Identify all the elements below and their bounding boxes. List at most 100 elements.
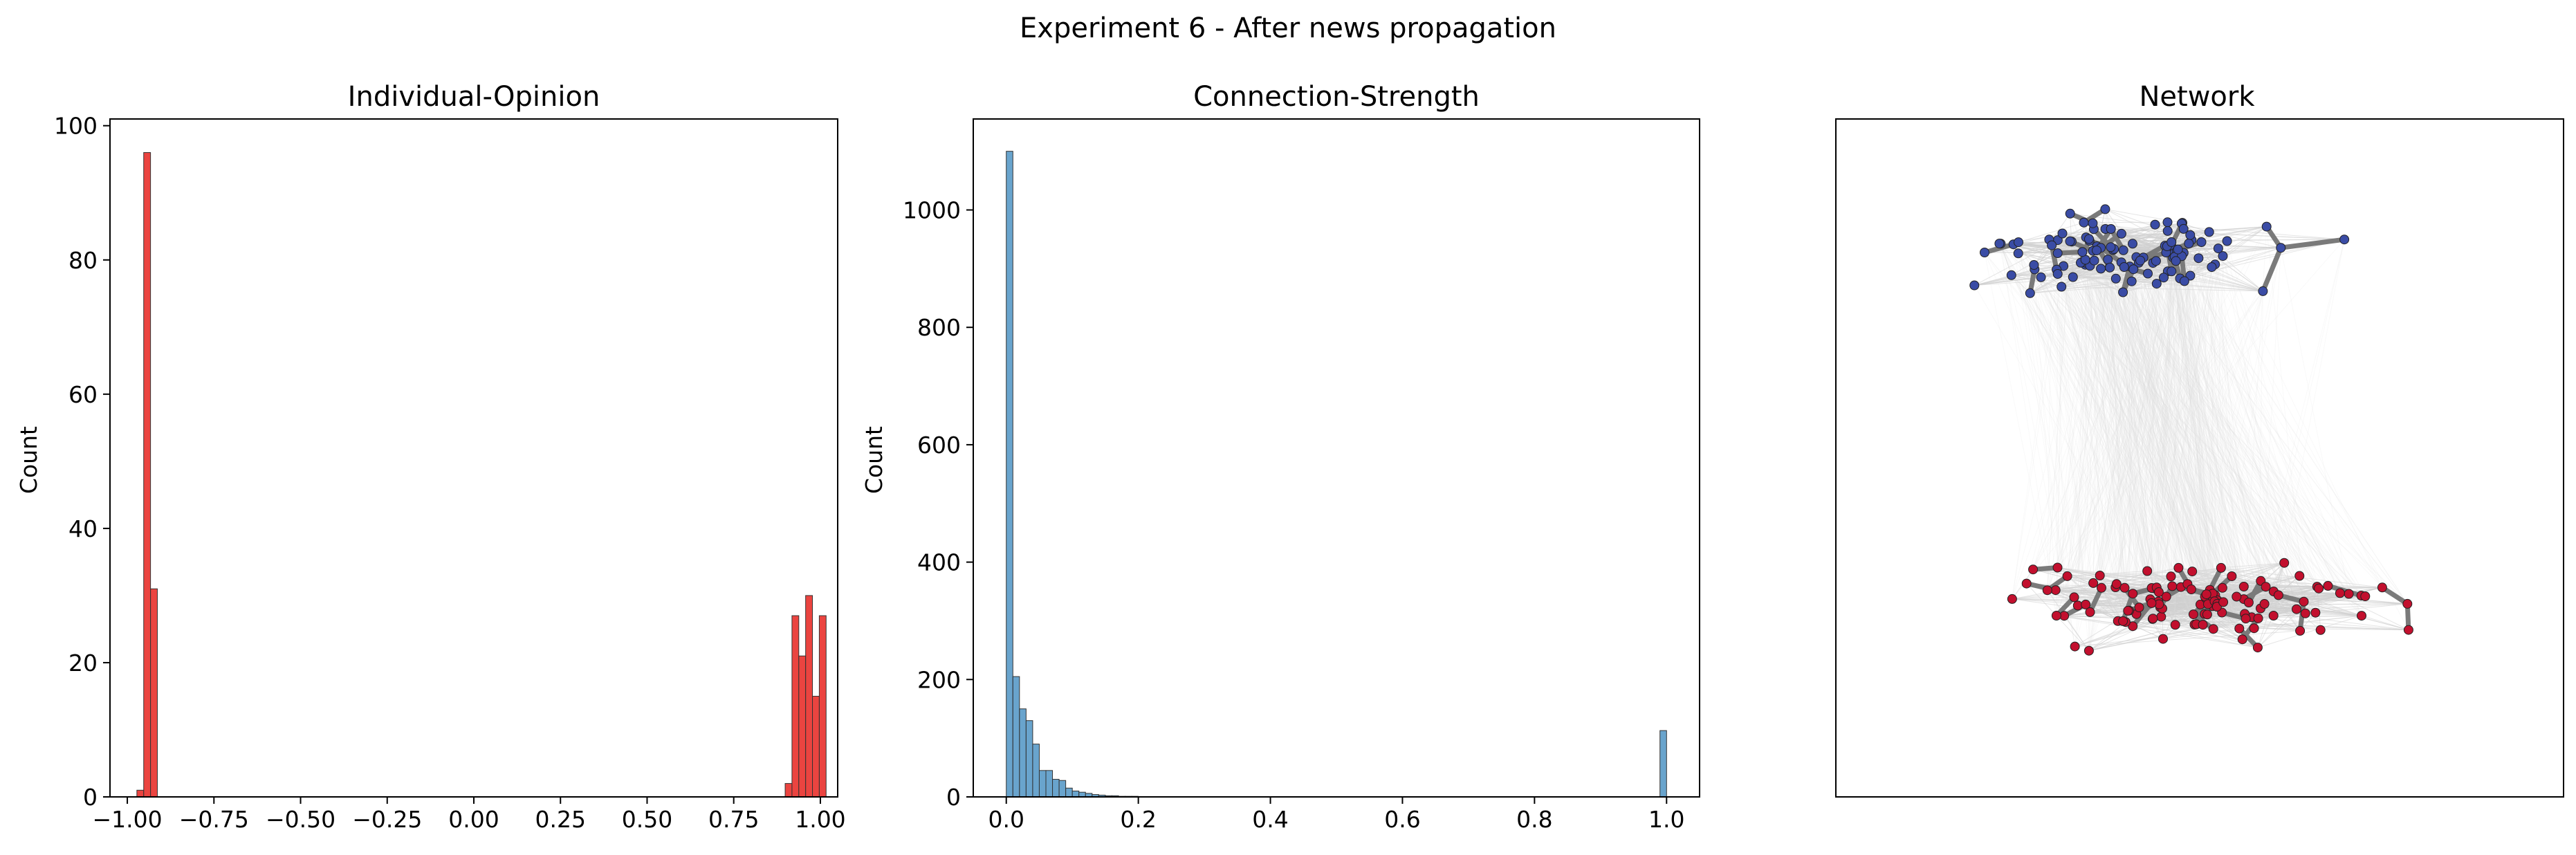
bridge-edge (2063, 266, 2116, 588)
bridge-edge (2153, 250, 2178, 589)
network-node (2253, 613, 2263, 623)
connection-ticks: 0.0 0.2 0.4 0.6 0.8 1.0 0 200 400 600 800 1000 (903, 197, 1684, 833)
bridge-edge (2047, 241, 2070, 591)
network-plot: Network (1835, 81, 2564, 798)
bridge-edge (2218, 248, 2223, 588)
bridge-edge (2089, 240, 2222, 569)
bridge-edge (2201, 241, 2316, 613)
network-node (2052, 248, 2063, 258)
bridge-edge (2113, 250, 2218, 607)
bridge-edge (2085, 262, 2223, 613)
bridge-edge (2164, 245, 2279, 596)
bridge-edge (2041, 277, 2408, 605)
connection-ytick-label-2: 400 (917, 549, 961, 576)
weak-edge (2190, 255, 2223, 276)
bridge-edge (2057, 239, 2215, 606)
bridge-edge (2000, 243, 2057, 616)
bridge-edge (2063, 252, 2166, 616)
bridge-edge (2085, 259, 2274, 592)
bridge-edge (2077, 266, 2125, 606)
bridge-edge (2172, 257, 2341, 594)
bridge-edge (2158, 275, 2191, 605)
bridge-edge (2209, 232, 2218, 607)
bridge-edge (2057, 252, 2215, 602)
weak-edge (2011, 259, 2086, 276)
bridge-edge (2093, 229, 2316, 613)
bridge-edge (2034, 269, 2197, 625)
connection-bar-5 (1038, 770, 1047, 798)
bridge-edge (2140, 260, 2158, 588)
network-node (2051, 611, 2061, 620)
bridge-edge (2227, 241, 2279, 596)
bridge-edge (2057, 257, 2173, 568)
bridge-edge (2077, 262, 2122, 606)
weak-edge (2207, 614, 2243, 640)
bridge-edge (2030, 293, 2188, 585)
bridge-edge (2057, 240, 2065, 616)
bridge-edge (2155, 224, 2245, 587)
bridge-edge (2018, 241, 2362, 616)
bridge-edge (2183, 228, 2214, 594)
bridge-edge (2171, 241, 2207, 598)
bridge-edge (1998, 243, 2151, 600)
bridge-edge (2165, 252, 2209, 605)
bridge-edge (2018, 253, 2076, 647)
bridge-edge (2132, 243, 2206, 597)
network-node (2083, 645, 2094, 656)
bridge-edge (2115, 278, 2362, 616)
bridge-edge (2184, 281, 2223, 613)
connection-y-axis-label: Count (861, 426, 887, 494)
bridge-edge (2124, 266, 2258, 648)
network-node (2243, 598, 2254, 607)
bridge-edge (2143, 257, 2211, 592)
network-node (2335, 588, 2345, 598)
network-node (2162, 217, 2173, 228)
bridge-edge (2032, 232, 2210, 570)
bridge-edge (2201, 241, 2216, 596)
bridge-edge (2181, 256, 2304, 602)
bridge-edge (2153, 263, 2176, 625)
bridge-edge (2180, 278, 2265, 605)
bridge-edge (2191, 239, 2285, 563)
bridge-edge (2164, 246, 2206, 597)
bridge-edge (2171, 245, 2214, 629)
network-node (2167, 581, 2178, 591)
weak-edge (2184, 247, 2281, 282)
network-node (2151, 256, 2161, 266)
bridge-edge (2182, 222, 2319, 589)
weak-edge (2207, 596, 2366, 615)
bridge-edge (2063, 266, 2408, 605)
bridge-edge (2109, 267, 2152, 603)
bridge-edge (2155, 261, 2179, 568)
bridge-edge (2104, 209, 2167, 597)
bridge-edge (2074, 223, 2093, 598)
bridge-edge (2214, 264, 2306, 614)
weak-edge (2030, 248, 2115, 294)
bridge-edge (2080, 262, 2319, 589)
bridge-edge (2094, 260, 2297, 609)
bridge-edge (2101, 261, 2177, 588)
bridge-edge (2057, 239, 2266, 587)
bridge-edge (2189, 275, 2223, 588)
bridge-edge (2057, 291, 2263, 568)
bridge-edge (2121, 233, 2207, 595)
bridge-edge (2109, 267, 2328, 587)
network-node (2050, 585, 2061, 596)
bridge-edge (2158, 267, 2212, 593)
connection-bar-6 (1045, 770, 1054, 798)
network-node (2159, 273, 2169, 283)
bridge-edge (2139, 230, 2169, 608)
network-node (2232, 591, 2242, 602)
opinion-xtick-label-5: 0.25 (535, 806, 585, 833)
bridge-edge (2128, 266, 2131, 611)
network-node (2179, 276, 2189, 286)
network-node (2119, 262, 2129, 272)
weak-edge (2223, 226, 2267, 257)
bridge-edge (2223, 256, 2237, 597)
bridge-edge (2221, 256, 2223, 613)
bridge-edge (2122, 261, 2157, 621)
bridge-edge (2055, 262, 2086, 591)
bridge-edge (2088, 239, 2306, 614)
bridge-edge (2121, 262, 2151, 600)
network-node (2178, 223, 2189, 234)
